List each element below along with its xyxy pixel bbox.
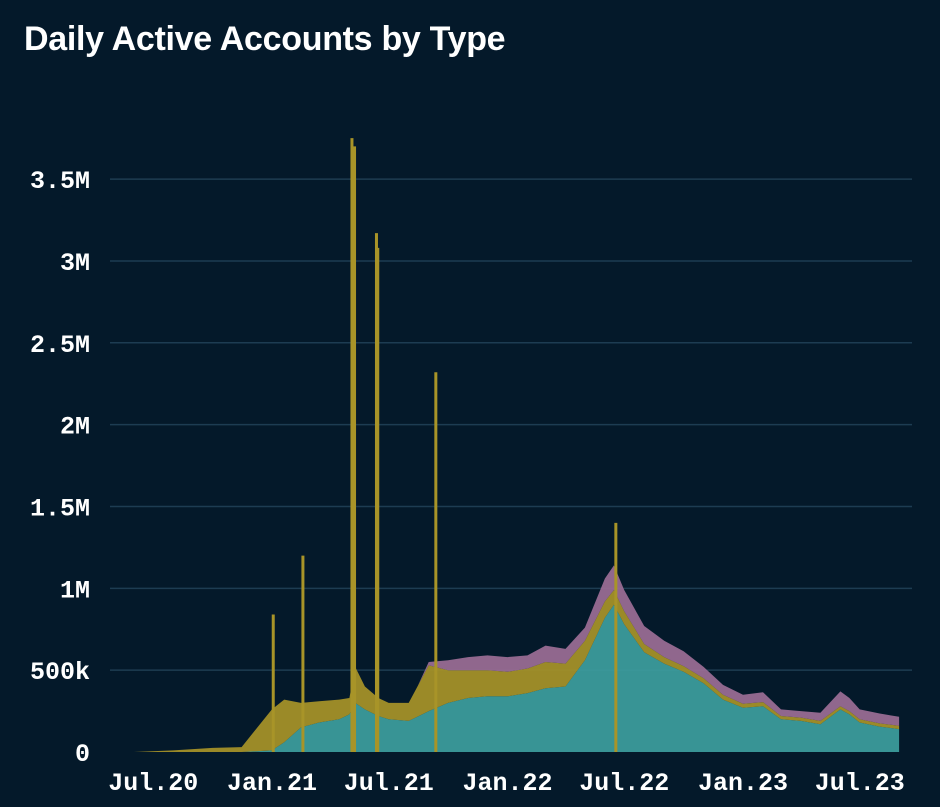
chart-title: Daily Active Accounts by Type [24, 20, 506, 58]
y-axis-ticks: 0 500k 1M 1.5M 2M 2.5M 3M 3.5M [30, 167, 90, 769]
series-area-purple [133, 565, 900, 752]
series-area-gold [133, 590, 900, 752]
gridlines [110, 178, 912, 671]
x-tick-label: Jul.21 [344, 769, 434, 798]
y-tick-label: 2M [60, 413, 90, 442]
y-tick-label: 0 [75, 740, 90, 769]
y-tick-label: 3.5M [30, 167, 90, 196]
stacked-area [133, 565, 900, 752]
y-tick-label: 3M [60, 249, 90, 278]
series-area-teal [133, 604, 900, 752]
x-axis-ticks: Jul.20 Jan.21 Jul.21 Jan.22 Jul.22 Jan.23 Jul.… [108, 769, 905, 798]
spike-marks [271, 138, 618, 752]
y-tick-label: 500k [30, 658, 90, 687]
y-tick-label: 1.5M [30, 494, 90, 523]
y-tick-label: 2.5M [30, 331, 90, 360]
x-tick-label: Jul.22 [579, 769, 669, 798]
x-tick-label: Jan.21 [227, 769, 317, 798]
x-tick-label: Jan.22 [462, 769, 552, 798]
x-tick-label: Jan.23 [698, 769, 788, 798]
x-tick-label: Jul.20 [108, 769, 198, 798]
y-tick-label: 1M [60, 576, 90, 605]
x-tick-label: Jul.23 [815, 769, 905, 798]
